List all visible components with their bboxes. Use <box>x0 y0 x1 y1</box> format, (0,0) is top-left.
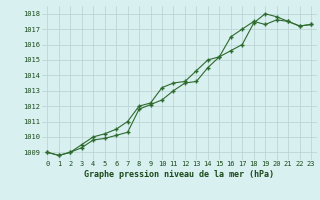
X-axis label: Graphe pression niveau de la mer (hPa): Graphe pression niveau de la mer (hPa) <box>84 170 274 179</box>
